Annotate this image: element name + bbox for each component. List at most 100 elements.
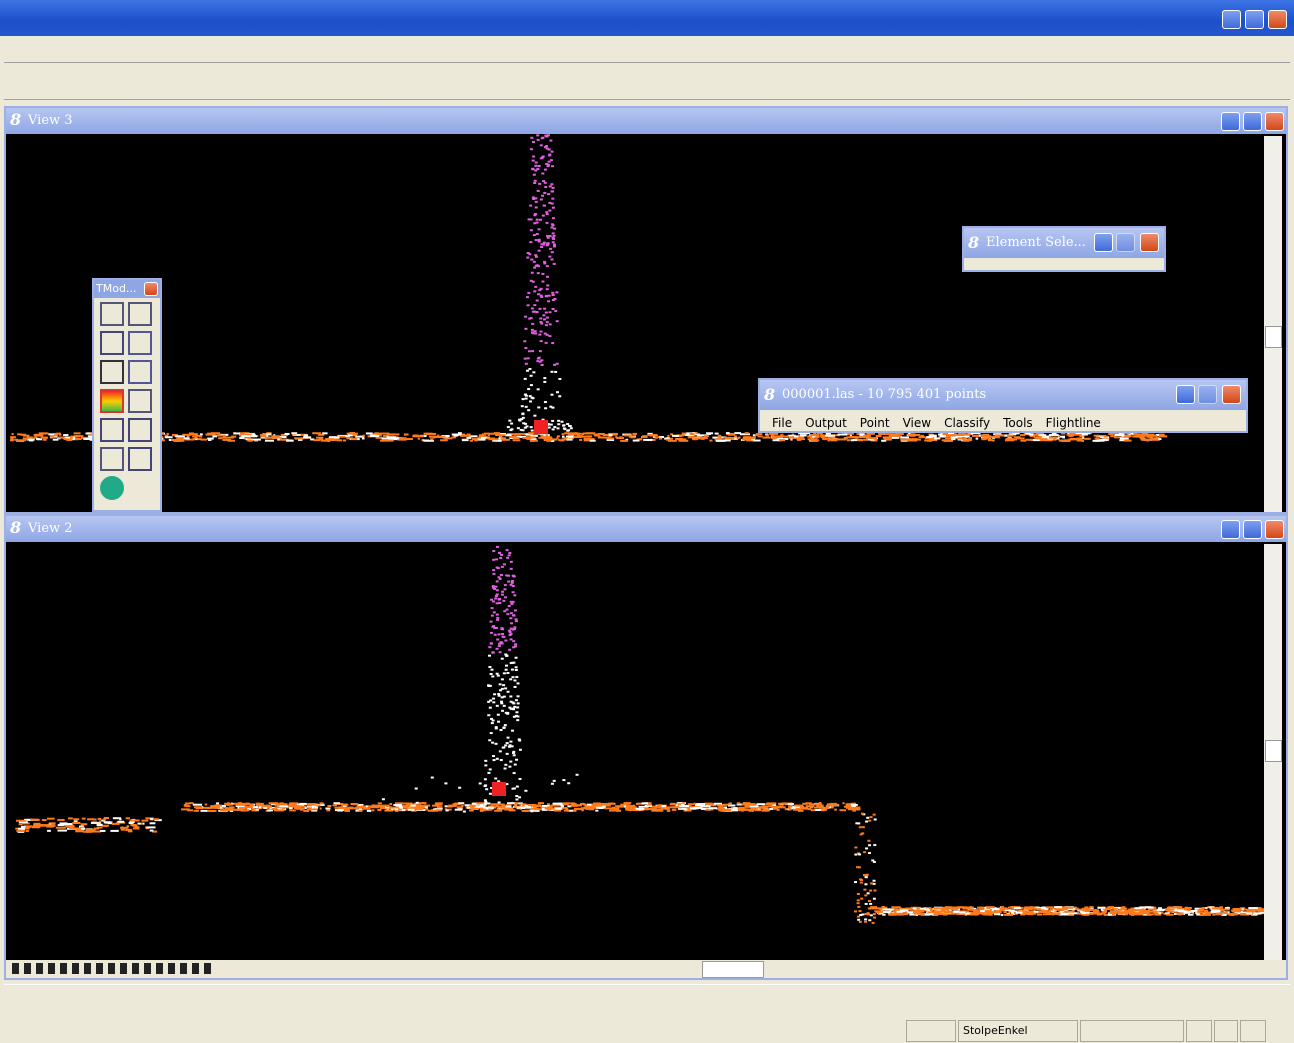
point — [542, 314, 545, 316]
point — [501, 633, 504, 635]
point — [347, 807, 354, 809]
tool-button[interactable] — [100, 476, 124, 500]
view-title-bar: 8View 3 — [6, 108, 1286, 134]
point — [890, 913, 900, 915]
point — [532, 160, 535, 162]
point — [253, 806, 258, 808]
point — [444, 782, 447, 784]
maximize[interactable] — [1243, 112, 1262, 131]
menu-item[interactable]: File — [772, 416, 792, 430]
point — [70, 437, 73, 439]
point — [557, 420, 560, 422]
point — [780, 434, 783, 436]
maximize[interactable] — [1245, 10, 1264, 29]
point — [1066, 911, 1075, 913]
point — [524, 328, 527, 330]
point — [550, 394, 553, 396]
close[interactable] — [1268, 10, 1287, 29]
menu-item[interactable]: Classify — [944, 416, 990, 430]
point — [498, 599, 501, 601]
point — [546, 317, 549, 319]
point — [542, 244, 545, 246]
scroll-thumb[interactable] — [1265, 326, 1282, 348]
point — [1140, 435, 1145, 437]
point — [435, 802, 443, 804]
minimize[interactable] — [1094, 233, 1113, 252]
close[interactable] — [1140, 233, 1159, 252]
point — [873, 880, 876, 882]
point — [141, 820, 148, 822]
save-indicator[interactable] — [1240, 1020, 1266, 1042]
point — [530, 440, 536, 442]
point — [76, 435, 80, 437]
point — [546, 244, 549, 246]
point — [393, 804, 402, 806]
menu-item[interactable]: View — [903, 416, 931, 430]
point — [282, 808, 285, 810]
maximize[interactable] — [1243, 520, 1262, 539]
point — [292, 809, 296, 811]
minimize[interactable] — [1221, 520, 1240, 539]
point — [511, 730, 514, 732]
point — [544, 439, 552, 441]
point — [390, 433, 399, 435]
menu-item[interactable]: Point — [860, 416, 890, 430]
tool-button[interactable] — [100, 389, 124, 413]
point — [612, 807, 615, 809]
close[interactable] — [1265, 112, 1284, 131]
tool-button[interactable] — [100, 360, 124, 384]
point — [228, 809, 236, 811]
scrollbar[interactable] — [1264, 544, 1282, 960]
tool-button[interactable] — [128, 360, 152, 384]
point — [593, 433, 599, 435]
point — [962, 433, 971, 435]
tool-button[interactable] — [128, 389, 152, 413]
tool-button[interactable] — [128, 331, 152, 355]
point — [547, 193, 550, 195]
tool-button[interactable] — [100, 418, 124, 442]
point — [728, 803, 731, 805]
point — [948, 434, 957, 436]
scrollbar[interactable] — [1264, 136, 1282, 512]
point — [552, 308, 555, 310]
point — [516, 706, 519, 708]
menu-item[interactable]: Output — [805, 416, 847, 430]
point — [545, 434, 548, 436]
tool-button[interactable] — [128, 302, 152, 326]
point — [667, 810, 671, 812]
point — [1027, 910, 1034, 912]
point — [359, 810, 363, 812]
point — [300, 809, 303, 811]
tool-button[interactable] — [128, 447, 152, 471]
hscroll-thumb[interactable] — [702, 961, 764, 978]
close[interactable] — [1265, 520, 1284, 539]
scroll-thumb[interactable] — [1265, 740, 1282, 762]
view-controls[interactable] — [12, 963, 212, 974]
point — [374, 433, 382, 435]
minimize[interactable] — [1176, 385, 1195, 404]
point — [97, 824, 103, 826]
minimize[interactable] — [1222, 10, 1241, 29]
point — [493, 611, 496, 613]
menu-item[interactable]: Tools — [1003, 416, 1033, 430]
point — [1147, 913, 1154, 915]
point — [506, 609, 509, 611]
tool-button[interactable] — [128, 418, 152, 442]
point — [789, 808, 792, 810]
menu-item[interactable]: Flightline — [1046, 416, 1101, 430]
close[interactable] — [144, 282, 158, 296]
close[interactable] — [1222, 385, 1241, 404]
point — [543, 308, 546, 310]
point — [556, 437, 558, 439]
point — [553, 364, 556, 366]
point — [1158, 438, 1161, 440]
point — [501, 710, 504, 712]
point — [929, 435, 937, 437]
minimize[interactable] — [1221, 112, 1240, 131]
tool-button[interactable] — [100, 331, 124, 355]
tool-button[interactable] — [100, 447, 124, 471]
point — [1212, 914, 1215, 916]
point — [382, 798, 385, 800]
point — [821, 809, 824, 811]
tool-button[interactable] — [100, 302, 124, 326]
